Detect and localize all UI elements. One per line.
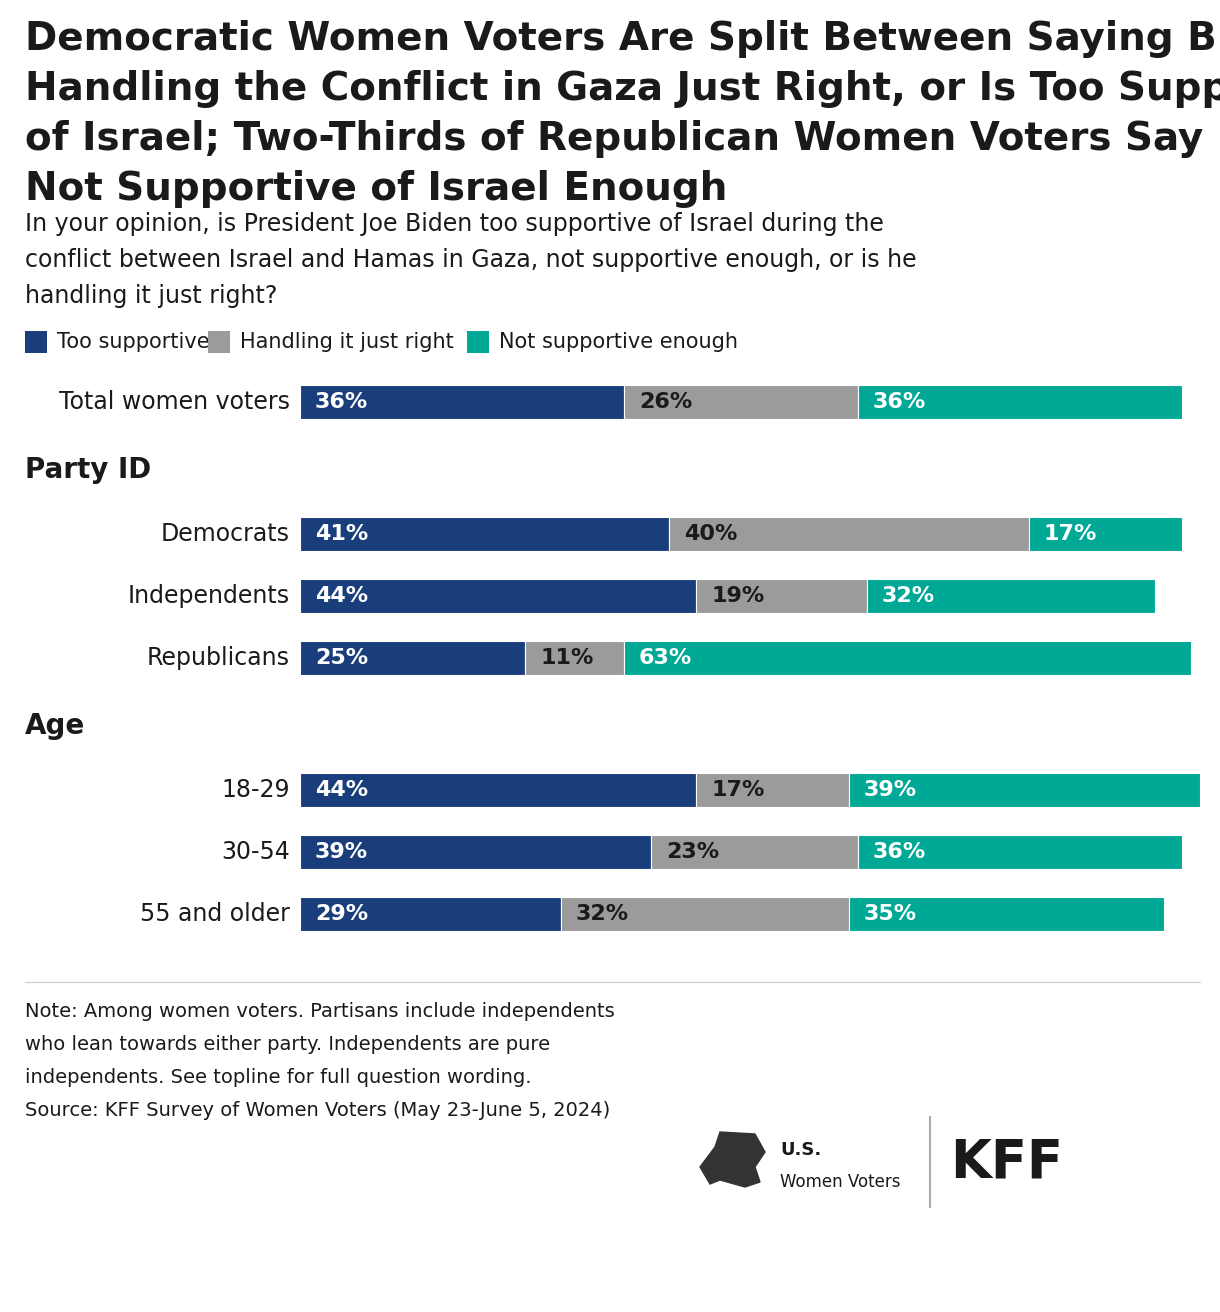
Text: Age: Age xyxy=(24,712,85,740)
Text: 25%: 25% xyxy=(315,648,368,668)
Text: 36%: 36% xyxy=(315,392,368,412)
Bar xyxy=(24,331,48,353)
Text: 18-29: 18-29 xyxy=(222,778,290,802)
Bar xyxy=(300,384,623,419)
Bar xyxy=(651,834,858,869)
Bar xyxy=(669,517,1028,551)
Text: of Israel; Two-Thirds of Republican Women Voters Say Biden Is: of Israel; Two-Thirds of Republican Wome… xyxy=(24,119,1220,157)
Bar xyxy=(300,579,695,613)
Bar xyxy=(623,642,1191,676)
Text: U.S.: U.S. xyxy=(780,1141,821,1158)
Text: Handling it just right: Handling it just right xyxy=(240,332,454,352)
Text: 44%: 44% xyxy=(315,586,368,606)
Bar xyxy=(867,579,1155,613)
Text: 40%: 40% xyxy=(684,523,737,544)
Text: 17%: 17% xyxy=(1044,523,1097,544)
Text: conflict between Israel and Hamas in Gaza, not supportive enough, or is he: conflict between Israel and Hamas in Gaz… xyxy=(24,248,916,272)
Text: Not supportive enough: Not supportive enough xyxy=(499,332,738,352)
Text: 36%: 36% xyxy=(874,842,926,862)
Bar xyxy=(623,384,858,419)
Text: Total women voters: Total women voters xyxy=(59,390,290,415)
Text: independents. See topline for full question wording.: independents. See topline for full quest… xyxy=(24,1068,532,1088)
Text: 23%: 23% xyxy=(666,842,719,862)
Bar xyxy=(300,834,651,869)
Text: 39%: 39% xyxy=(315,842,368,862)
Text: 44%: 44% xyxy=(315,781,368,800)
Text: KFF: KFF xyxy=(950,1136,1063,1187)
Text: 26%: 26% xyxy=(639,392,692,412)
Text: Party ID: Party ID xyxy=(24,457,151,484)
Bar xyxy=(849,897,1164,932)
Text: Republicans: Republicans xyxy=(146,646,290,670)
Bar xyxy=(300,642,525,676)
Text: 30-54: 30-54 xyxy=(221,840,290,865)
Polygon shape xyxy=(700,1132,765,1187)
Text: Women Voters: Women Voters xyxy=(780,1173,900,1191)
Bar xyxy=(849,773,1200,807)
Text: In your opinion, is President Joe Biden too supportive of Israel during the: In your opinion, is President Joe Biden … xyxy=(24,213,883,236)
Text: Handling the Conflict in Gaza Just Right, or Is Too Supportive: Handling the Conflict in Gaza Just Right… xyxy=(24,70,1220,108)
Bar xyxy=(858,834,1182,869)
Text: Source: KFF Survey of Women Voters (May 23-June 5, 2024): Source: KFF Survey of Women Voters (May … xyxy=(24,1101,610,1120)
Bar xyxy=(525,642,623,676)
Text: Independents: Independents xyxy=(128,584,290,607)
Text: handling it just right?: handling it just right? xyxy=(24,283,277,308)
Text: 19%: 19% xyxy=(711,586,764,606)
Text: 11%: 11% xyxy=(540,648,593,668)
Text: 41%: 41% xyxy=(315,523,368,544)
Text: 63%: 63% xyxy=(639,648,692,668)
Bar xyxy=(300,517,669,551)
Text: 32%: 32% xyxy=(576,904,630,924)
Text: 36%: 36% xyxy=(874,392,926,412)
Bar xyxy=(695,773,849,807)
Text: 55 and older: 55 and older xyxy=(140,903,290,926)
Text: 35%: 35% xyxy=(864,904,917,924)
Bar xyxy=(561,897,849,932)
Text: who lean towards either party. Independents are pure: who lean towards either party. Independe… xyxy=(24,1035,550,1054)
Text: 29%: 29% xyxy=(315,904,368,924)
Text: Note: Among women voters. Partisans include independents: Note: Among women voters. Partisans incl… xyxy=(24,1002,615,1021)
Bar xyxy=(1028,517,1182,551)
Bar xyxy=(695,579,867,613)
Bar xyxy=(467,331,489,353)
Bar xyxy=(858,384,1182,419)
Text: Democrats: Democrats xyxy=(161,522,290,546)
Bar xyxy=(207,331,231,353)
Text: Too supportive: Too supportive xyxy=(57,332,210,352)
Text: 17%: 17% xyxy=(711,781,765,800)
Text: 32%: 32% xyxy=(882,586,935,606)
Bar xyxy=(300,773,695,807)
Bar xyxy=(300,897,561,932)
Text: Democratic Women Voters Are Split Between Saying Biden Is: Democratic Women Voters Are Split Betwee… xyxy=(24,20,1220,58)
Text: 39%: 39% xyxy=(864,781,917,800)
Text: Not Supportive of Israel Enough: Not Supportive of Israel Enough xyxy=(24,171,727,209)
